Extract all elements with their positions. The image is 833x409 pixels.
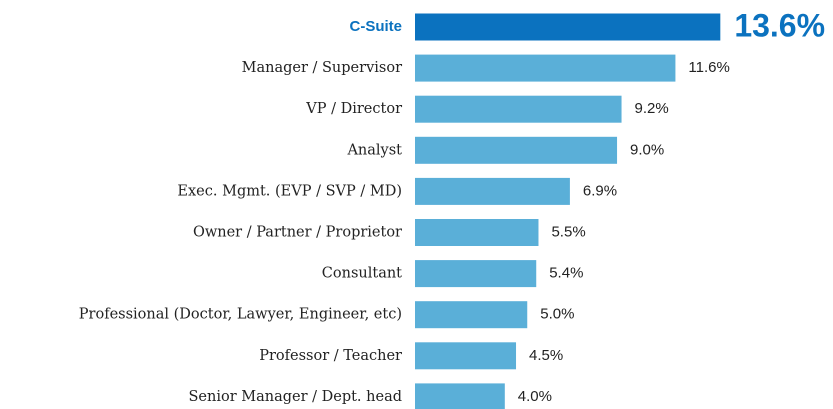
bar <box>415 260 537 288</box>
bar <box>415 301 528 329</box>
bar <box>415 136 618 164</box>
category-label: Analyst <box>346 142 402 158</box>
value-label: 9.2% <box>635 100 669 117</box>
category-label: Senior Manager / Dept. head <box>188 389 402 405</box>
bar <box>415 95 622 123</box>
value-label: 6.9% <box>583 182 617 199</box>
value-label: 11.6% <box>688 59 729 76</box>
bar <box>415 383 505 409</box>
category-label: Consultant <box>322 266 402 282</box>
category-label: Manager / Supervisor <box>242 60 402 76</box>
category-label: C-Suite <box>350 18 403 35</box>
value-label: 5.4% <box>549 265 583 282</box>
bar <box>415 342 517 370</box>
bar <box>415 54 676 82</box>
bar <box>415 13 721 41</box>
category-label: Exec. Mgmt. (EVP / SVP / MD) <box>177 183 402 199</box>
category-label: Professional (Doctor, Lawyer, Engineer, … <box>79 307 402 323</box>
bar <box>415 219 539 246</box>
value-label: 13.6% <box>734 7 825 43</box>
category-label: Professor / Teacher <box>259 348 402 364</box>
value-label: 4.0% <box>518 388 552 405</box>
category-label: Owner / Partner / Proprietor <box>193 225 402 241</box>
category-label: VP / Director <box>305 101 402 117</box>
value-label: 5.5% <box>551 223 585 240</box>
value-label: 5.0% <box>540 306 574 323</box>
value-label: 9.0% <box>630 141 664 158</box>
value-label: 4.5% <box>529 347 563 364</box>
bar <box>415 177 570 205</box>
